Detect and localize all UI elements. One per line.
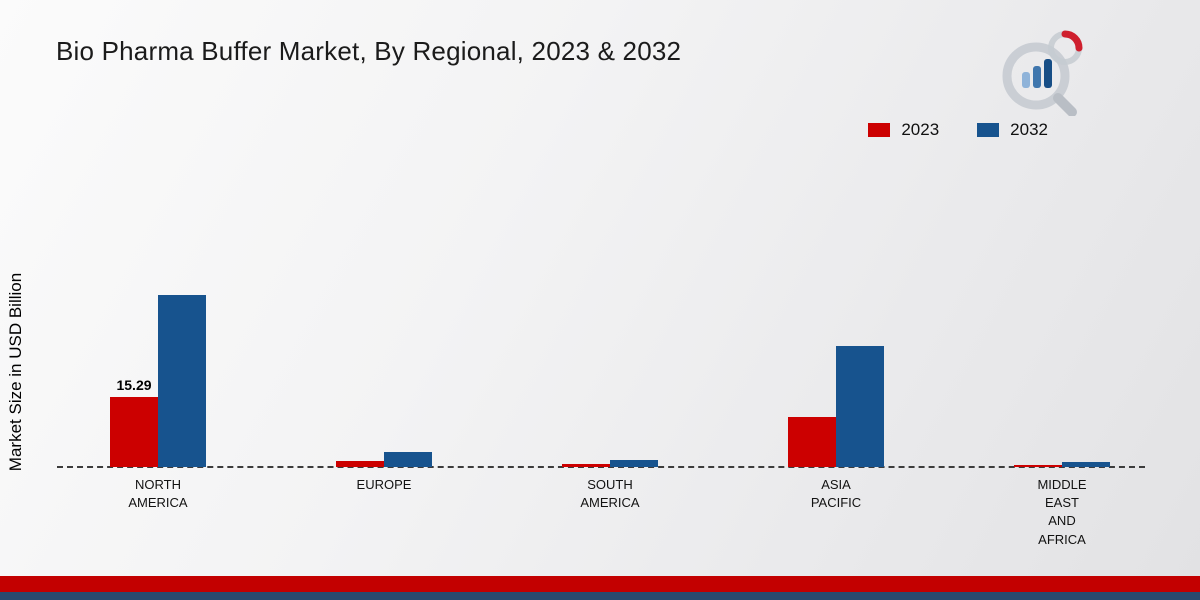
chart-title: Bio Pharma Buffer Market, By Regional, 2…	[56, 36, 682, 66]
bar-pair	[562, 460, 658, 467]
category-group-south-america: SOUTH AMERICA	[497, 140, 723, 510]
bar-2032-europe	[384, 452, 432, 467]
bar-2023-south-america	[562, 464, 610, 467]
x-axis-baseline	[57, 466, 1145, 468]
legend-item-2032: 2032	[977, 120, 1048, 140]
bar-2023-north-america: 15.29	[110, 377, 158, 467]
bar-2023-europe	[336, 461, 384, 467]
bar-pair	[1014, 462, 1110, 467]
bar-2032-south-america	[610, 460, 658, 467]
brand-logo-icon	[1002, 30, 1083, 116]
legend-swatch-2032	[977, 123, 1000, 137]
category-label-middle-east-and-africa: MIDDLE EAST AND AFRICA	[1037, 477, 1087, 547]
legend-label-2032: 2032	[1010, 120, 1048, 139]
bar-2032-asia-pacific	[836, 346, 884, 467]
category-group-north-america: 15.29 NORTH AMERICA	[45, 140, 271, 510]
category-label-europe: EUROPE	[356, 477, 412, 492]
category-label-north-america: NORTH AMERICA	[128, 477, 188, 511]
legend-item-2023: 2023	[868, 120, 939, 140]
bar-pair	[788, 346, 884, 467]
bar-pair	[336, 452, 432, 467]
bar-2023-middle-east-and-africa	[1014, 465, 1062, 467]
footer-red-stripe	[0, 576, 1200, 592]
bar-2023-asia-pacific	[788, 417, 836, 467]
category-group-middle-east-and-africa: MIDDLE EAST AND AFRICA	[949, 140, 1175, 547]
y-axis-label: Market Size in USD Billion	[6, 272, 25, 472]
data-label-north-america-2023: 15.29	[116, 377, 152, 393]
footer-blue-stripe	[0, 592, 1200, 600]
bar-pair: 15.29	[110, 295, 206, 467]
category-group-europe: EUROPE	[271, 140, 497, 492]
plot-area: 15.29 NORTH AMERICA EUROPE SOUTH AMERICA ASIA P…	[45, 140, 1175, 547]
category-label-south-america: SOUTH AMERICA	[580, 477, 640, 511]
bar-2032-middle-east-and-africa	[1062, 462, 1110, 467]
bar-2032-north-america	[158, 295, 206, 467]
legend-swatch-2023	[868, 123, 891, 137]
legend-label-2023: 2023	[901, 120, 940, 139]
category-group-asia-pacific: ASIA PACIFIC	[723, 140, 949, 510]
category-label-asia-pacific: ASIA PACIFIC	[810, 477, 862, 511]
legend: 2023 2032	[868, 120, 1048, 140]
